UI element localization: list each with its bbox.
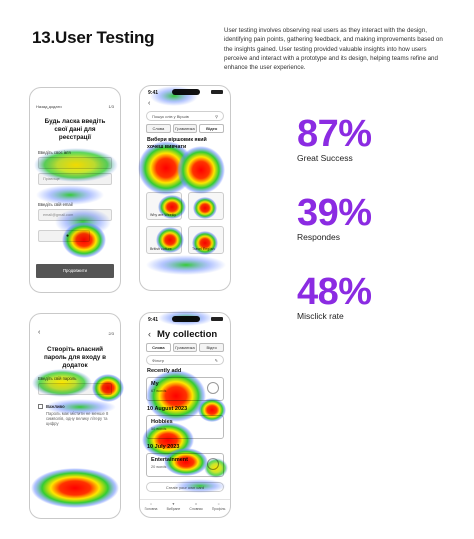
collection-card[interactable]: My 67 words [146,377,224,401]
back-icon[interactable]: ‹ [38,329,41,336]
search-icon: ⚲ [215,114,218,119]
status-time: 9:41 [148,90,159,96]
google-icon[interactable]: ● [66,233,70,239]
section-title: 13.User Testing [32,28,155,47]
tabs: Слова Граматика Відео [146,124,225,133]
heart-icon: ♥ [172,502,175,506]
page-title: Будь ласка введіть свої дані для реєстра… [44,118,106,141]
tab-words[interactable]: Слова [146,343,171,352]
bottom-nav: ○ Головна ♥ Вибране □ Словник ○ Профіль [140,499,230,513]
stat-label-success: Great Success [297,153,353,163]
page-title: My collection [157,329,218,340]
nav-profile[interactable]: ○ Профіль [211,502,226,511]
back-icon[interactable]: ‹ [148,329,151,339]
status-time: 9:41 [148,317,159,323]
course-card[interactable] [188,192,224,220]
stat-value-responses: 39% [297,192,372,234]
phone-choose-course: 9:41 ‹ Пошук слів у Віршів ⚲ Слова Грама… [139,85,231,291]
date-heading: 10 August 2023 [147,406,188,412]
name-label: Введіть своє ім'я [38,150,71,155]
step-indicator: 2/3 [108,331,114,336]
first-name-field[interactable] [38,157,112,169]
nav-home[interactable]: ○ Головна [144,502,158,511]
course-card[interactable]: British culture [146,226,182,254]
battery-icon [211,90,223,94]
stat-label-responses: Respondes [297,232,341,242]
nav-dictionary[interactable]: □ Словник [189,502,203,511]
last-name-field[interactable]: Прізвище [38,173,112,185]
tabs: Слова Граматика Відео [146,343,225,352]
password-label: Введіть свій пароль [38,376,77,381]
choice-title: Вибери віршовик який хочеш вивчати [147,137,207,150]
date-heading: 10 July 2023 [147,444,180,450]
email-label: Введіть свій email [38,202,73,207]
tab-video[interactable]: Відео [199,343,225,352]
description-text: User testing involves observing real use… [224,27,443,72]
card-image-icon [207,458,219,470]
tab-grammar[interactable]: Граматика [172,124,198,133]
top-nav: 2/3 [36,331,114,336]
stat-value-success: 87% [297,113,372,155]
book-icon: □ [195,502,198,506]
edit-icon: ✎ [214,358,218,363]
battery-icon [211,317,223,321]
tab-video[interactable]: Відео [199,124,225,133]
email-field[interactable]: email@gmail.com [38,209,112,221]
profile-icon: ○ [217,502,220,506]
notch [172,316,200,322]
checkbox-label: Важливо [46,404,65,409]
collection-card[interactable]: Entertainment 20 words [146,453,224,477]
important-checkbox[interactable] [38,404,43,409]
stat-value-misclick: 48% [297,271,372,313]
create-card-button[interactable]: Create your own card [146,482,224,492]
extra-field[interactable] [38,230,90,242]
card-image-icon [207,382,219,394]
search-input[interactable]: Пошук слів у Віршів ⚲ [146,111,224,121]
back-icon[interactable]: ‹ [148,100,151,107]
password-rules-text: Пароль має містити не менше 8 символів, … [46,411,109,426]
step-indicator: 1/3 [108,104,114,109]
tab-grammar[interactable]: Граматика [172,343,198,352]
stat-label-misclick: Misclick rate [297,311,344,321]
collection-card[interactable]: Hobbies 50 words [146,415,224,439]
filter-input[interactable]: Фільтр ✎ [146,355,224,365]
back-link[interactable]: Назад додати [36,104,62,109]
nav-favorites[interactable]: ♥ Вибране [166,502,181,511]
phone-my-collection: 9:41 ‹ My collection Слова Граматика Від… [139,312,231,518]
phone-registration-1: Назад додати 1/3 Будь ласка введіть свої… [29,87,121,293]
home-icon: ○ [149,502,153,506]
page-title: Створіть власний пароль для входу в дода… [43,346,107,369]
phone-registration-2: ‹ 2/3 Створіть власний пароль для входу … [29,313,121,519]
notch [172,89,200,95]
continue-button[interactable]: Продовжити [36,264,114,278]
recently-label: Recently add [147,368,182,374]
course-card[interactable]: Why are Weekly [146,192,182,220]
course-card[interactable]: Travel English [188,226,224,254]
password-field[interactable] [38,383,112,395]
top-nav: Назад додати 1/3 [36,104,114,109]
tab-words[interactable]: Слова [146,124,171,133]
